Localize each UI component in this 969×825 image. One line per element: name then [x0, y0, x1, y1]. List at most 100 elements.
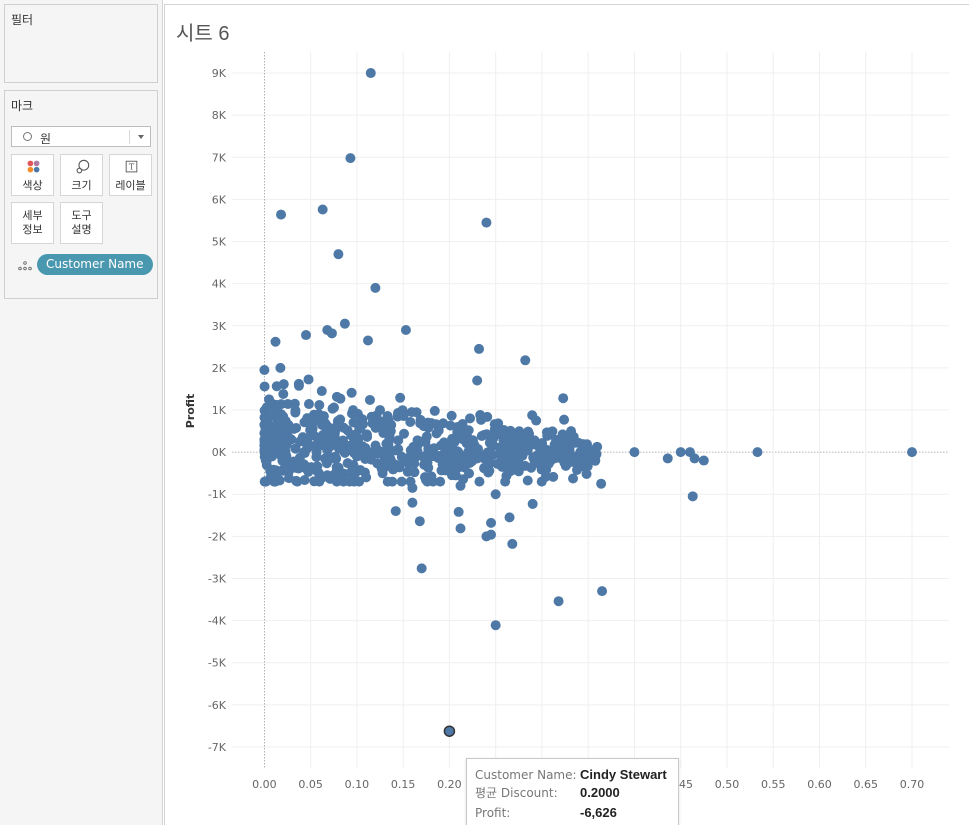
- data-point: [366, 411, 377, 422]
- data-point: [383, 437, 394, 448]
- data-point: [278, 389, 289, 400]
- data-point: [455, 523, 466, 534]
- x-tick-label: 0.05: [298, 778, 323, 791]
- data-point: [317, 204, 328, 215]
- color-button-label: 색상: [22, 179, 43, 192]
- marks-card: 마크 원 색상 크기 T: [4, 90, 158, 299]
- data-point: [439, 464, 450, 475]
- data-point: [590, 455, 601, 466]
- data-point: [346, 387, 357, 398]
- data-point: [482, 447, 493, 458]
- text-label-icon: T: [125, 160, 138, 173]
- data-point: [299, 448, 310, 459]
- data-point: [405, 453, 416, 464]
- data-point: [345, 153, 356, 164]
- data-point: [504, 512, 515, 523]
- data-point: [312, 461, 323, 472]
- data-point: [303, 399, 314, 410]
- data-point: [500, 476, 511, 487]
- data-point: [310, 440, 321, 451]
- data-point: [362, 431, 373, 442]
- data-point: [506, 460, 517, 471]
- data-point: [276, 209, 287, 220]
- y-tick-label: 3K: [212, 320, 227, 333]
- color-button[interactable]: 색상: [11, 154, 54, 196]
- data-point: [452, 431, 463, 442]
- data-point: [495, 450, 506, 461]
- label-button[interactable]: T 레이블: [109, 154, 152, 196]
- data-point: [289, 398, 300, 409]
- data-point: [522, 475, 533, 486]
- mark-type-dropdown[interactable]: 원: [11, 126, 151, 147]
- data-point: [390, 506, 401, 517]
- data-point: [274, 475, 285, 486]
- sheet-title: 시트 6: [176, 23, 230, 45]
- y-axis-title: Profit: [184, 394, 197, 428]
- filters-title: 필터: [11, 13, 34, 27]
- data-point: [335, 414, 346, 425]
- data-point: [486, 517, 497, 528]
- y-tick-label: 6K: [212, 193, 227, 206]
- circle-mark-icon: [23, 132, 32, 141]
- data-point: [394, 462, 405, 473]
- data-point: [311, 451, 322, 462]
- data-point: [535, 440, 546, 451]
- color-palette-icon: [27, 160, 40, 173]
- scatter-plot[interactable]: 9K 8K 7K 6K 5K 4K 3K 2K 1K 0K -1K -2K -3K -4K -5K -6K -7…: [164, 0, 969, 825]
- data-point: [360, 442, 371, 453]
- y-tick-label: 8K: [212, 109, 227, 122]
- data-point: [299, 475, 310, 486]
- filters-card[interactable]: 필터: [4, 4, 158, 83]
- data-point: [275, 362, 286, 373]
- data-point: [406, 407, 417, 418]
- data-point: [272, 401, 283, 412]
- data-point: [531, 415, 542, 426]
- data-point: [402, 466, 413, 477]
- data-point: [407, 482, 418, 493]
- data-point: [455, 423, 466, 434]
- data-point: [568, 473, 579, 484]
- x-tick-label: 0.55: [761, 778, 786, 791]
- data-point: [416, 436, 427, 447]
- data-point: [326, 328, 337, 339]
- x-tick-label: 0.00: [252, 778, 277, 791]
- data-point: [629, 447, 640, 458]
- data-point: [314, 400, 325, 411]
- data-point: [752, 447, 763, 458]
- data-point: [553, 596, 564, 607]
- data-point: [290, 407, 301, 418]
- size-icon: [76, 159, 90, 174]
- data-point: [325, 436, 336, 447]
- data-point: [400, 324, 411, 335]
- data-point: [475, 410, 486, 421]
- y-tick-label: -4K: [208, 615, 227, 628]
- data-point: [354, 423, 365, 434]
- data-point: [339, 318, 350, 329]
- data-point: [490, 620, 501, 631]
- data-point: [259, 381, 270, 392]
- data-point: [333, 443, 344, 454]
- data-point: [307, 429, 318, 440]
- data-point: [302, 436, 313, 447]
- data-point: [375, 446, 386, 457]
- detail-button[interactable]: 세부 정보: [11, 202, 54, 244]
- data-point: [596, 478, 607, 489]
- data-point: [378, 427, 389, 438]
- detail-label-line2: 정보: [22, 223, 43, 236]
- data-point: [587, 445, 598, 456]
- data-point: [322, 470, 333, 481]
- data-point: [362, 335, 373, 346]
- x-tick-label: 0.70: [900, 778, 925, 791]
- customer-name-pill[interactable]: Customer Name: [37, 254, 153, 275]
- data-point: [396, 476, 407, 487]
- data-point: [496, 443, 507, 454]
- tooltip-button[interactable]: 도구 설명: [60, 202, 103, 244]
- data-point: [390, 445, 401, 456]
- svg-text:T: T: [129, 163, 135, 172]
- data-point: [446, 410, 457, 421]
- data-point: [534, 456, 545, 467]
- data-point: [446, 470, 457, 481]
- size-button[interactable]: 크기: [60, 154, 103, 196]
- data-point: [314, 476, 325, 487]
- data-point: [365, 68, 376, 79]
